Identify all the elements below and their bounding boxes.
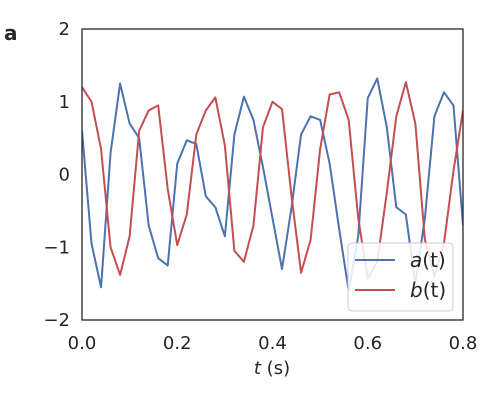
plot-frame [81,28,464,321]
legend-label-a: a(t) [410,248,446,272]
y-tick-label: 2 [59,19,70,40]
x-axis-ticks: 0.0 0.2 0.4 0.6 0.8 [68,333,478,354]
x-axis-label: t (s) [254,358,290,379]
y-axis-ticks: −2 −1 0 1 2 [43,19,70,331]
x-axis-label-var: t [254,358,262,379]
legend-label-a-arg: (t) [422,248,445,272]
x-tick-label: 0.2 [163,333,192,354]
legend-label-b-arg: (t) [423,278,446,302]
x-tick-label: 0.8 [449,333,478,354]
x-tick-label: 0.0 [68,333,97,354]
panel-label: a [4,21,18,45]
series-layer [82,77,463,292]
legend-label-b-base: b [410,278,423,302]
x-axis-label-unit: (s) [261,358,290,379]
x-tick-label: 0.6 [353,333,382,354]
x-tick-label: 0.4 [258,333,287,354]
legend: a(t) b(t) [347,242,454,312]
series-line-a [82,77,463,292]
y-tick-label: 0 [59,165,70,186]
series-line-b [82,81,463,280]
y-tick-label: −2 [43,310,70,331]
legend-label-a-base: a [410,248,422,272]
y-tick-label: −1 [43,237,70,258]
y-tick-label: 1 [59,92,70,113]
legend-label-b: b(t) [410,278,446,302]
